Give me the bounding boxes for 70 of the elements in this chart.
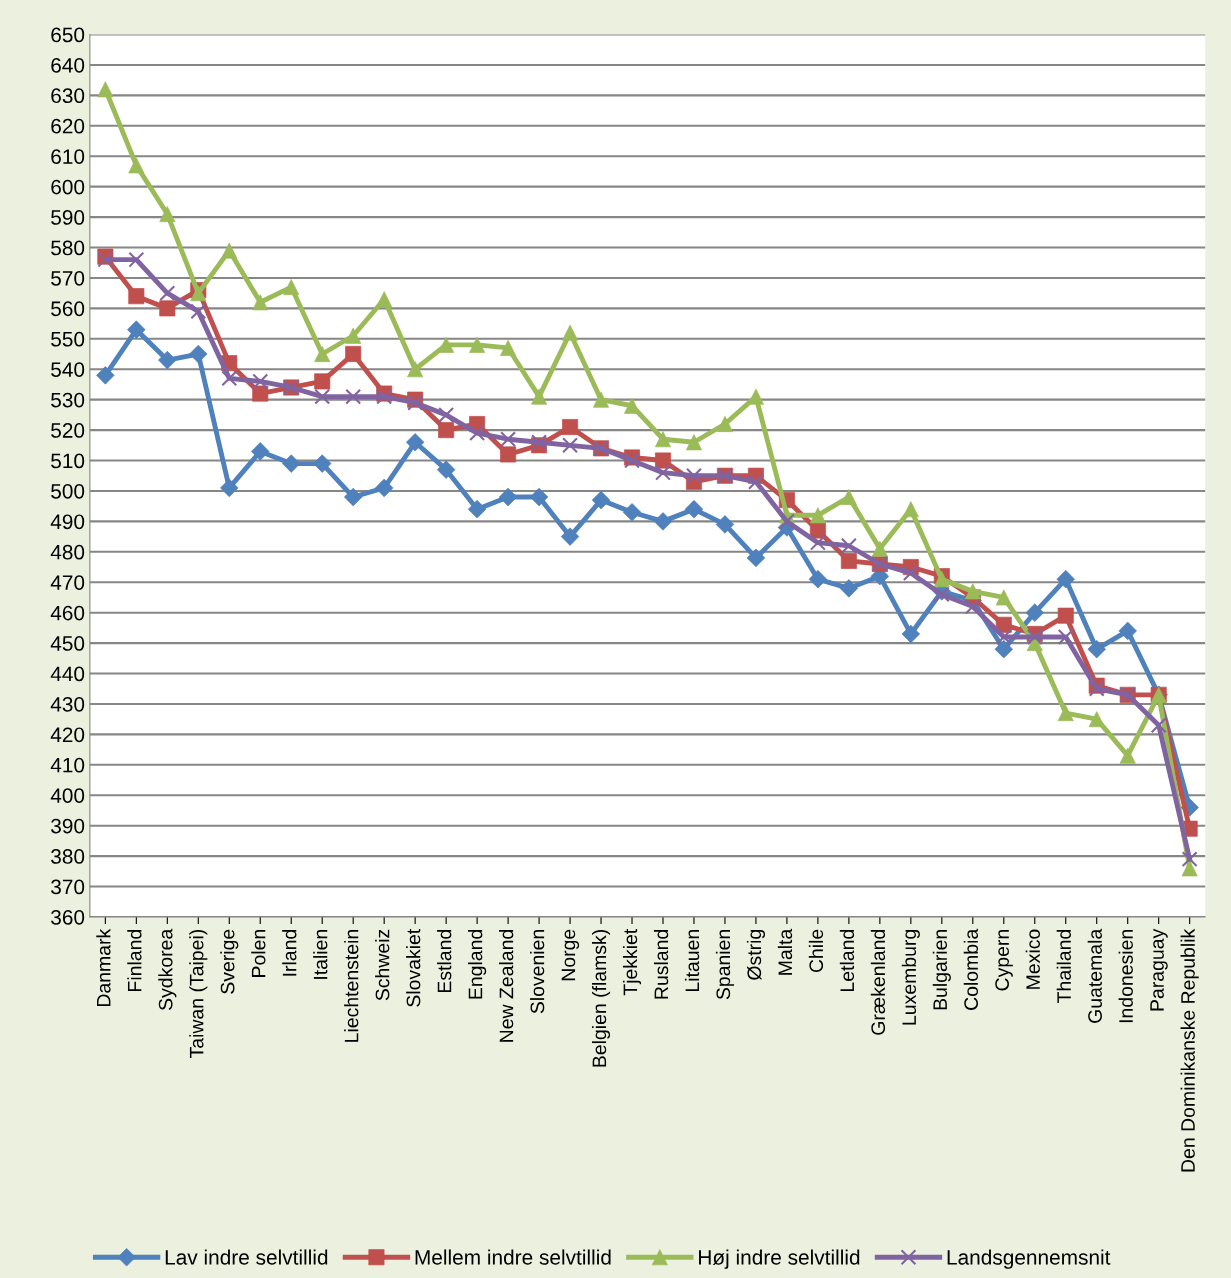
y-tick-label: 490 <box>50 514 85 530</box>
x-tick-label: Slovenien <box>530 930 545 1014</box>
x-tick-label: Letland <box>839 930 855 991</box>
y-tick-label: 480 <box>50 544 85 560</box>
y-tick-label: 560 <box>51 301 85 317</box>
y-tick-label: 520 <box>51 423 85 438</box>
y-tick-label: 360 <box>51 909 85 925</box>
x-tick-label: Luxemburg <box>901 930 920 1025</box>
x-tick-label: Malta <box>777 928 793 975</box>
x-tick-label: Paraguay <box>1150 928 1168 1011</box>
x-tick-label: Sverige <box>220 929 239 994</box>
x-tick-label: Litauen <box>684 930 700 991</box>
x-tick-label: Cypern <box>995 930 1013 991</box>
x-tick-label: Den Dominikanske Republik <box>1180 928 1199 1172</box>
legend-label: Lav indre selvtillid <box>165 1249 328 1265</box>
x-tick-label: New Zealand <box>499 930 514 1042</box>
x-tick-label: Polen <box>251 930 266 977</box>
y-tick-label: 630 <box>51 88 85 104</box>
x-tick-label: Finland <box>127 930 142 991</box>
x-tick-label: Norge <box>561 929 580 981</box>
x-tick-label: Danmark <box>96 928 111 1007</box>
y-tick-label: 600 <box>51 179 85 195</box>
y-tick-label: 470 <box>50 575 85 590</box>
y-tick-label: 620 <box>51 118 85 134</box>
x-tick-label: Liechtenstein <box>344 930 359 1042</box>
y-tick-label: 610 <box>51 149 85 164</box>
y-tick-label: 580 <box>51 240 85 256</box>
y-tick-label: 410 <box>50 757 85 773</box>
x-tick-label: Indonesien <box>1118 930 1133 1023</box>
x-tick-label: Schweiz <box>375 929 390 1001</box>
y-tick-label: 390 <box>51 818 85 834</box>
x-tick-label: Slovakiet <box>406 928 421 1007</box>
x-tick-label: Grækenland <box>870 930 886 1035</box>
y-tick-label: 640 <box>51 57 85 73</box>
y-tick-label: 540 <box>51 362 85 377</box>
y-tick-label: 550 <box>51 331 85 347</box>
x-tick-label: Chile <box>808 929 824 973</box>
y-tick-label: 510 <box>51 453 85 469</box>
legend-label: Landsgennemsnit <box>947 1249 1111 1269</box>
y-tick-label: 420 <box>50 727 85 743</box>
y-tick-label: 370 <box>51 879 85 895</box>
y-tick-label: 650 <box>51 27 85 43</box>
y-tick-label: 400 <box>50 788 85 803</box>
x-tick-label: Spanien <box>715 930 735 1000</box>
y-tick-label: 530 <box>51 392 85 408</box>
legend-label: Høj indre selvtillid <box>699 1249 860 1269</box>
y-tick-label: 570 <box>51 270 85 286</box>
y-tick-label: 430 <box>50 696 85 712</box>
y-tick-label: 460 <box>50 605 85 621</box>
y-tick-label: 380 <box>51 849 85 864</box>
x-tick-label: England <box>468 930 487 999</box>
x-tick-label: Taiwan (Taipei) <box>189 929 208 1058</box>
x-tick-label: Estland <box>437 930 452 993</box>
x-tick-label: Belgien (flamsk) <box>591 929 611 1067</box>
x-tick-label: Guatemala <box>1087 928 1102 1023</box>
x-tick-label: Bulgarien <box>932 930 951 1010</box>
x-tick-label: Thailand <box>1056 930 1071 1003</box>
x-tick-label: Tjekkiet <box>622 928 642 996</box>
x-tick-label: Italien <box>313 930 328 979</box>
legend-label: Mellem indre selvtillid <box>415 1249 611 1265</box>
x-tick-label: Østrig <box>746 930 765 980</box>
x-tick-label: Sydkorea <box>158 928 177 1011</box>
y-tick-label: 500 <box>51 483 85 499</box>
x-tick-label: Mexico <box>1025 929 1040 989</box>
y-tick-label: 590 <box>51 210 85 225</box>
y-tick-label: 450 <box>50 636 85 651</box>
x-tick-label: Irland <box>282 930 297 976</box>
x-tick-label: Rusland <box>653 930 669 999</box>
x-tick-label: Colombia <box>963 928 979 1010</box>
y-tick-label: 440 <box>50 666 85 682</box>
